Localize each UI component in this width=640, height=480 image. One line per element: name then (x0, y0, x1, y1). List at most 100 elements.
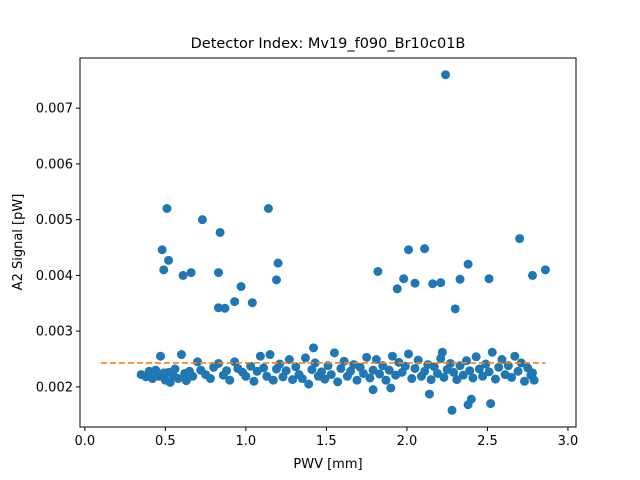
data-point (213, 303, 223, 313)
data-point (400, 361, 410, 371)
y-tick-label: 0.004 (36, 269, 73, 284)
data-point (329, 348, 339, 358)
data-point (346, 366, 356, 376)
data-point (387, 351, 397, 361)
data-point (164, 255, 174, 265)
data-point (246, 361, 256, 371)
data-point (478, 371, 488, 381)
data-point (497, 355, 507, 365)
data-point (429, 362, 439, 372)
data-point (358, 368, 368, 378)
data-point (410, 278, 420, 288)
data-point (186, 268, 196, 278)
data-point (392, 284, 402, 294)
plot-frame (79, 57, 577, 428)
x-axis-label: PWV [mm] (293, 457, 362, 472)
data-point (484, 367, 494, 377)
data-point (519, 376, 529, 386)
x-tick-label: 1.0 (236, 434, 257, 449)
data-point (487, 347, 497, 357)
y-tick-label: 0.007 (36, 102, 73, 117)
data-point (181, 376, 191, 386)
data-point (463, 400, 473, 410)
data-point (156, 351, 166, 361)
data-point (463, 259, 473, 269)
data-point (510, 351, 520, 361)
data-point (461, 356, 471, 366)
data-point (247, 298, 257, 308)
data-point (436, 278, 446, 288)
data-point (439, 372, 449, 382)
x-tick-label: 1.5 (316, 434, 337, 449)
data-point (249, 376, 259, 386)
data-point (407, 374, 417, 384)
data-point (404, 349, 414, 359)
data-point (170, 364, 180, 374)
data-point (384, 365, 394, 375)
data-point (375, 369, 385, 379)
data-point (281, 366, 291, 376)
data-point (529, 375, 539, 385)
data-point (173, 374, 183, 384)
data-point (304, 379, 314, 389)
data-point (468, 373, 478, 383)
data-point (268, 375, 278, 385)
data-point (426, 375, 436, 385)
data-point (371, 355, 381, 365)
data-point (165, 377, 175, 387)
data-point (458, 370, 468, 380)
data-point (297, 374, 307, 384)
data-point (273, 258, 283, 268)
data-point (333, 377, 343, 387)
data-point (365, 373, 375, 383)
data-point (225, 375, 235, 385)
data-point (291, 362, 301, 372)
data-point (404, 245, 414, 255)
data-point (486, 399, 496, 409)
data-point (381, 375, 391, 385)
data-point (230, 297, 240, 307)
plot-marks (100, 70, 550, 415)
data-point (494, 362, 504, 372)
data-point (445, 358, 455, 368)
data-point (259, 363, 269, 373)
data-point (455, 274, 465, 284)
data-point (205, 374, 215, 384)
data-point (255, 351, 265, 361)
data-point (159, 265, 169, 275)
data-point (215, 227, 225, 237)
data-point (352, 375, 362, 385)
x-axis: 0.0 0.5 1.0 1.5 2.0 2.5 3.0 (74, 427, 578, 449)
data-point (481, 359, 491, 369)
data-point (399, 274, 409, 284)
x-tick-label: 0.0 (74, 434, 95, 449)
data-point (420, 244, 430, 254)
data-point (300, 353, 310, 363)
data-point (465, 366, 475, 376)
data-point (320, 374, 330, 384)
data-point (162, 203, 172, 213)
y-axis-label: A2 Signal [pW] (11, 194, 26, 291)
x-tick-label: 2.5 (477, 434, 498, 449)
data-point (513, 366, 523, 376)
data-point (436, 353, 446, 363)
data-point (386, 383, 396, 393)
data-point (284, 355, 294, 365)
data-point (310, 358, 320, 368)
data-point (523, 363, 533, 373)
data-point (441, 70, 451, 80)
data-point (433, 368, 443, 378)
data-point (450, 304, 460, 314)
data-point (275, 359, 285, 369)
data-point (263, 203, 273, 213)
data-point (420, 366, 430, 376)
data-point (490, 374, 500, 384)
data-point (528, 270, 538, 280)
data-point (213, 268, 223, 278)
chart-title: Detector Index: Mv19_f090_Br10c01B (191, 36, 466, 52)
data-point (309, 343, 319, 353)
y-axis: 0.002 0.003 0.004 0.005 0.006 0.007 (36, 102, 80, 395)
data-point (507, 372, 517, 382)
data-point (307, 365, 317, 375)
data-point (178, 270, 188, 280)
